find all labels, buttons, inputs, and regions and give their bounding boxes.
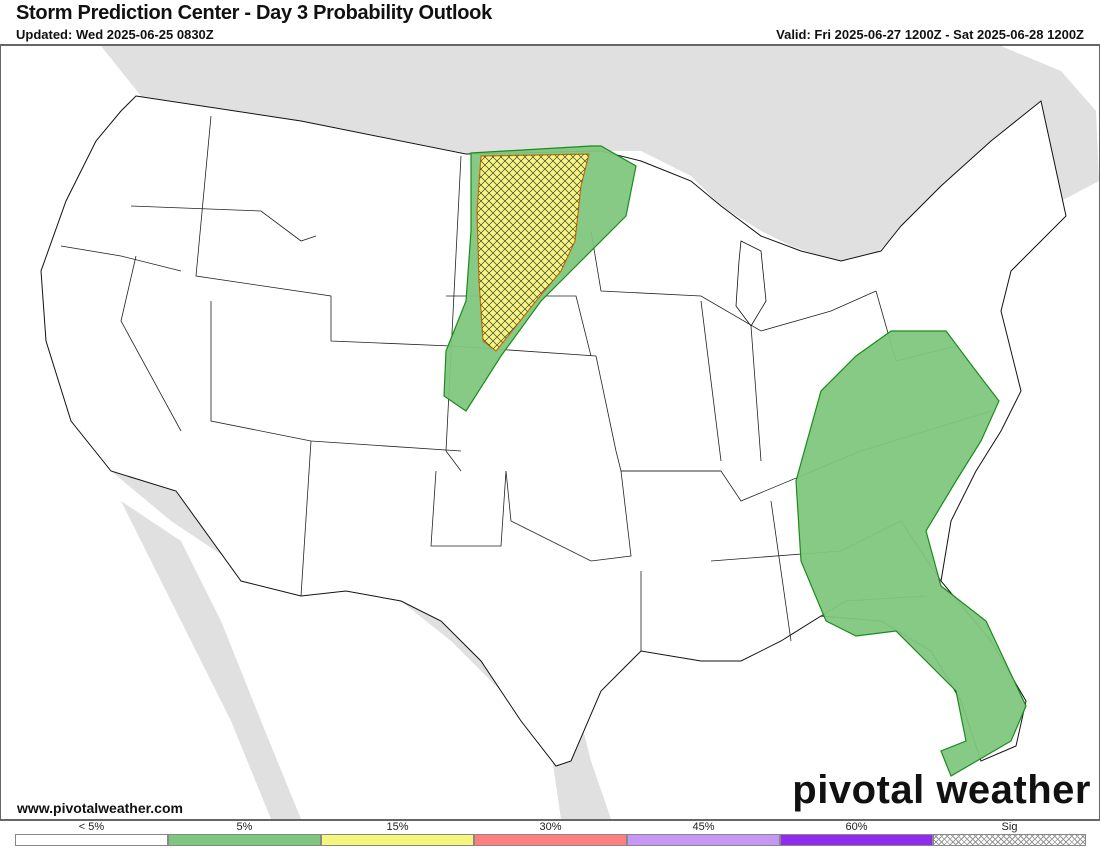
legend-item: 30% [474, 820, 627, 848]
legend-item: 15% [321, 820, 474, 848]
legend-swatch-hatched [933, 834, 1086, 846]
map-svg [40, 46, 1099, 819]
legend-swatch [627, 834, 780, 846]
legend-swatch [780, 834, 933, 846]
legend-swatch [474, 834, 627, 846]
legend-label: 60% [845, 821, 868, 833]
legend-item: 60% [780, 820, 933, 848]
legend-swatch [321, 834, 474, 846]
legend-label: 30% [539, 821, 562, 833]
legend-label: < 5% [78, 821, 105, 833]
outlook-map: www.pivotalweather.com pivotal weather [0, 44, 1100, 821]
legend: < 5% 5% 15% 30% 45% 60% Sig [15, 820, 1086, 848]
outlook-sig-hatch [477, 154, 589, 351]
pivotal-weather-logo: pivotal weather [792, 768, 1091, 812]
legend-label: 15% [386, 821, 409, 833]
legend-item: Sig [933, 820, 1086, 848]
legend-label: 45% [692, 821, 715, 833]
legend-item: 5% [168, 820, 321, 848]
canada-land [101, 46, 1099, 266]
outlook-5pct-southeast [795, 330, 1027, 777]
page-title: Storm Prediction Center - Day 3 Probabil… [16, 2, 492, 24]
legend-label: Sig [1001, 821, 1018, 833]
website-label: www.pivotalweather.com [17, 800, 183, 816]
legend-label: 5% [236, 821, 253, 833]
baja-land [121, 501, 301, 819]
valid-time: Valid: Fri 2025-06-27 1200Z - Sat 2025-0… [776, 27, 1084, 42]
conus-land [40, 95, 1067, 767]
legend-item: 45% [627, 820, 780, 848]
legend-swatch [15, 834, 168, 846]
updated-time: Updated: Wed 2025-06-25 0830Z [16, 27, 214, 42]
legend-item: < 5% [15, 820, 168, 848]
legend-swatch [168, 834, 321, 846]
